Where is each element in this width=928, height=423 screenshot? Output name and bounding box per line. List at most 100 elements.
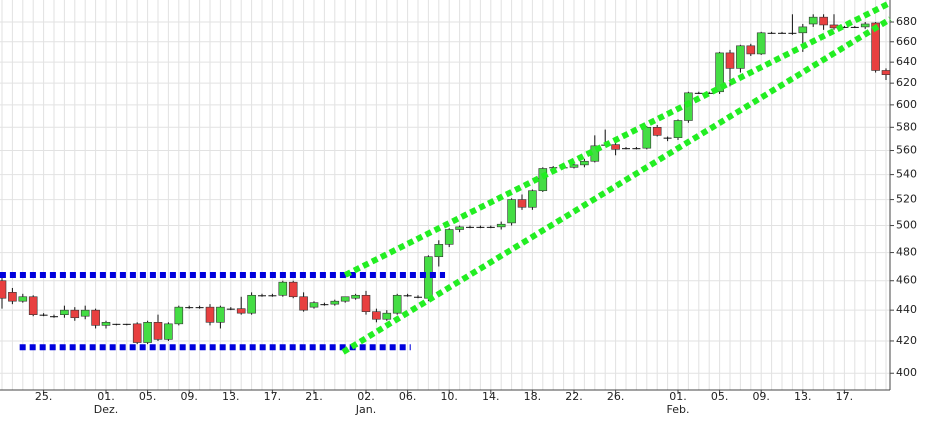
candle-body: [642, 127, 652, 149]
candle-body: [850, 26, 859, 28]
candle-body: [268, 295, 277, 297]
candle-body: [414, 296, 422, 298]
y-tick-label: 440: [896, 303, 917, 316]
candle-body: [8, 292, 17, 302]
candle-body: [444, 229, 454, 245]
candle-body: [403, 295, 412, 297]
x-tick-label: 21.: [305, 390, 323, 403]
candle-body: [351, 294, 360, 299]
candle-body: [205, 306, 215, 323]
candle-body: [153, 322, 163, 340]
month-label: Dez.: [94, 403, 119, 416]
candle-body: [101, 322, 111, 326]
y-tick-label: 480: [896, 246, 917, 259]
candle-body: [840, 26, 849, 28]
trend-line: [341, 16, 892, 355]
trend-line: [343, 0, 892, 278]
candle-body: [663, 137, 672, 139]
y-tick-label: 420: [896, 334, 917, 347]
candle-body: [60, 309, 69, 315]
candle-body: [611, 144, 620, 150]
x-tick-label: 18.: [524, 390, 542, 403]
candle-body: [517, 199, 527, 208]
candle-body: [122, 323, 131, 325]
candle-body: [569, 164, 579, 168]
candle-body: [80, 309, 90, 317]
candle-body: [70, 309, 80, 319]
y-tick-label: 500: [896, 219, 917, 232]
candle-body: [476, 226, 485, 228]
candle-body: [164, 323, 173, 340]
candle-body: [174, 306, 184, 325]
candle-body: [236, 308, 246, 314]
y-tick-label: 580: [896, 120, 917, 133]
candle-body: [0, 280, 7, 299]
x-tick-label: 09.: [180, 390, 198, 403]
candle-body: [528, 190, 537, 208]
candle-body: [486, 226, 495, 228]
y-tick-label: 600: [896, 98, 917, 111]
x-tick-label: 26.: [607, 390, 625, 403]
candle-body: [466, 226, 474, 228]
x-tick-label: 25.: [35, 390, 53, 403]
candle-body: [361, 294, 371, 312]
x-tick-label: 17.: [836, 390, 854, 403]
x-tick-label: 13.: [222, 390, 240, 403]
candle-body: [756, 32, 766, 55]
y-tick-label: 520: [896, 193, 917, 206]
candle-body: [507, 199, 516, 224]
candle-body: [28, 296, 38, 315]
month-label: Jan.: [355, 403, 376, 416]
candle-body: [320, 304, 329, 306]
candle-body: [39, 314, 48, 316]
x-tick-label: 05.: [711, 390, 729, 403]
candle-body: [288, 281, 298, 298]
candle-body: [392, 294, 402, 314]
candle-body: [434, 244, 444, 258]
candle-body: [715, 52, 724, 93]
candle-body: [143, 322, 152, 343]
candle-body: [496, 223, 506, 228]
candle-body: [216, 306, 225, 323]
candle-body: [632, 148, 641, 150]
y-tick-label: 680: [896, 15, 917, 28]
candle-body: [746, 45, 756, 55]
candle-body: [278, 281, 288, 296]
candle-body: [195, 307, 204, 309]
candle-body: [778, 32, 786, 34]
candle-body: [372, 311, 381, 320]
candle-body: [819, 16, 828, 26]
x-tick-label: 01.: [97, 390, 115, 403]
candle-body: [871, 22, 880, 71]
candle-body: [725, 52, 735, 69]
x-tick-label: 05.: [139, 390, 157, 403]
candle-body: [91, 309, 100, 326]
x-tick-label: 14.: [482, 390, 500, 403]
y-tick-label: 540: [896, 168, 917, 181]
candle-body: [132, 323, 142, 343]
candle-body: [185, 307, 194, 309]
y-tick-label: 620: [896, 76, 917, 89]
candle-body: [299, 296, 308, 311]
candle-body: [580, 160, 589, 166]
candle-body: [330, 300, 340, 305]
x-tick-label: 17.: [264, 390, 282, 403]
candle-body: [226, 308, 235, 310]
candle-body: [258, 295, 266, 297]
x-tick-label: 06.: [399, 390, 417, 403]
x-tick-label: 10.: [440, 390, 458, 403]
y-tick-label: 640: [896, 55, 917, 68]
candle-body: [881, 70, 891, 75]
candle-body: [705, 92, 714, 94]
y-tick-label: 400: [896, 366, 917, 379]
candle-body: [455, 226, 464, 230]
y-tick-label: 560: [896, 144, 917, 157]
x-tick-label: 13.: [794, 390, 812, 403]
candle-body: [736, 45, 745, 69]
candle-body: [247, 294, 256, 314]
x-tick-label: 09.: [752, 390, 770, 403]
candle-body: [808, 16, 818, 25]
candle-body: [622, 148, 630, 150]
